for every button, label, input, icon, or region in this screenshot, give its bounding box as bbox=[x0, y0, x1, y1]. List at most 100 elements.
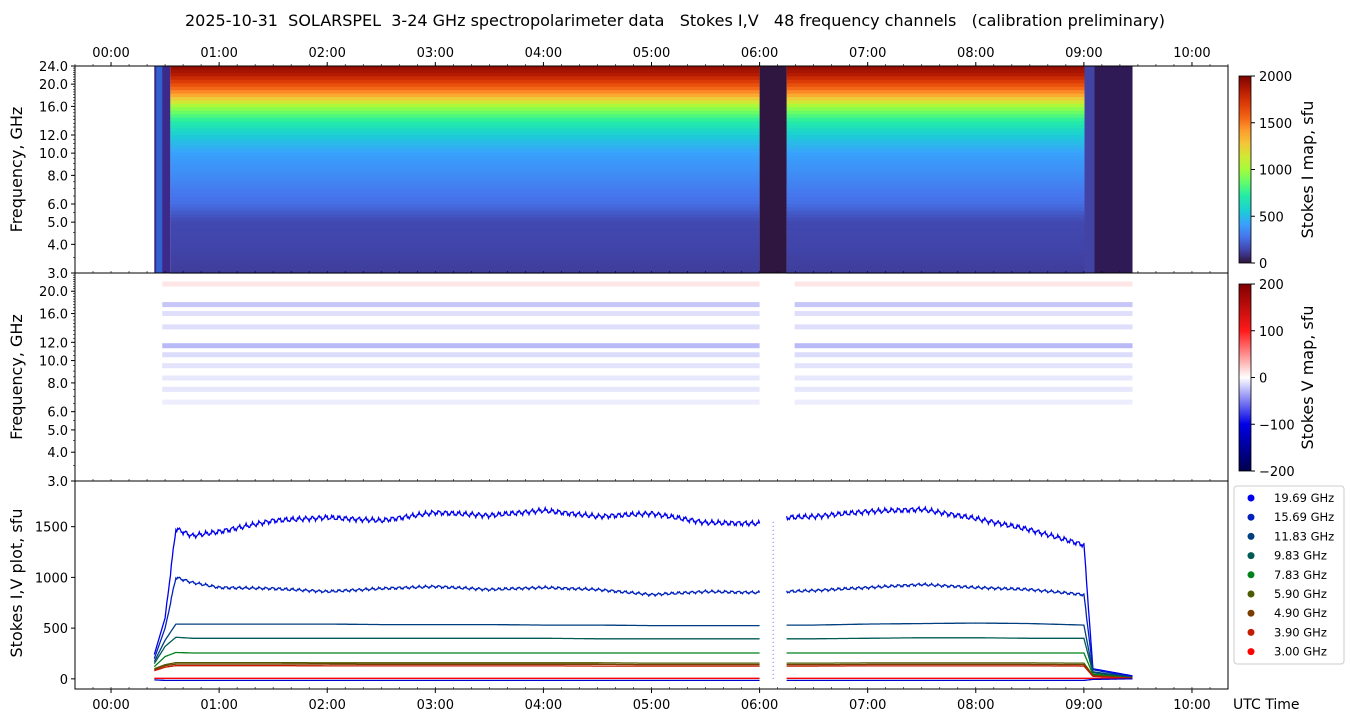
stokes-v-cbtick-label: −100 bbox=[1259, 418, 1295, 433]
top-xtick-label: 04:00 bbox=[525, 46, 562, 61]
stokes-i-band bbox=[170, 269, 760, 274]
stokes-i-band bbox=[786, 72, 1085, 77]
stokes-v-colorbar bbox=[1238, 283, 1252, 472]
stokes-i-band bbox=[786, 200, 1085, 205]
bottom-xtick-label: 08:00 bbox=[957, 698, 994, 713]
stokes-i-band bbox=[786, 76, 1085, 81]
stokes-v-band bbox=[162, 352, 760, 358]
stokes-i-panel: 3.0 4.0 5.0 6.0 8.0 10.0 12.0 16.0 20.0 24.0 00:00… bbox=[7, 46, 1229, 282]
stokes-v-band bbox=[162, 324, 760, 330]
series-line bbox=[153, 505, 1133, 677]
stokes-i-band bbox=[786, 235, 1085, 240]
stokes-i-band bbox=[786, 135, 1085, 140]
stokes-i-band bbox=[786, 152, 1085, 157]
stokes-i-band bbox=[786, 97, 1085, 102]
stokes-v-ytick-label: 4.0 bbox=[47, 446, 68, 461]
stokes-i-band bbox=[170, 252, 760, 257]
stokes-i-cbtick-label: 500 bbox=[1259, 210, 1284, 225]
stokes-i-band bbox=[170, 259, 760, 264]
stokes-v-band bbox=[162, 281, 760, 287]
stokes-i-band bbox=[786, 221, 1085, 226]
series-line bbox=[153, 622, 1133, 678]
stokes-i-band bbox=[786, 131, 1085, 136]
stokes-i-band bbox=[786, 231, 1085, 236]
stokes-i-colorbar bbox=[1238, 75, 1252, 264]
bottom-xtick-label: 06:00 bbox=[741, 698, 778, 713]
stokes-i-band bbox=[170, 90, 760, 95]
stokes-v-ytick-label: 3.0 bbox=[47, 475, 68, 490]
stokes-i-cblabel: Stokes I map, sfu bbox=[1298, 101, 1317, 239]
stokes-v-cbtick-label: 100 bbox=[1259, 325, 1284, 340]
stokes-i-band bbox=[786, 176, 1085, 181]
stokes-i-band bbox=[170, 207, 760, 212]
stokes-v-band bbox=[162, 386, 760, 392]
stokes-i-band bbox=[786, 141, 1085, 146]
stokes-v-band bbox=[162, 375, 760, 381]
stokes-v-band bbox=[794, 281, 1133, 287]
stokes-i-ytick-label: 24.0 bbox=[39, 60, 68, 75]
stokes-i-band bbox=[170, 228, 760, 233]
stokes-v-band bbox=[162, 343, 760, 349]
stokes-i-band bbox=[786, 166, 1085, 171]
stokes-i-band bbox=[170, 66, 760, 71]
stokes-i-band bbox=[170, 138, 760, 143]
stokes-i-ytick-label: 20.0 bbox=[39, 78, 68, 93]
stokes-i-band bbox=[786, 204, 1085, 209]
stokes-v-band bbox=[794, 311, 1133, 317]
stokes-i-band bbox=[170, 114, 760, 119]
stokes-i-band bbox=[170, 152, 760, 157]
series-line bbox=[154, 663, 1133, 679]
stokes-i-band bbox=[170, 79, 760, 84]
stokes-v-band bbox=[794, 343, 1133, 349]
stokes-i-band bbox=[786, 252, 1085, 257]
stokes-i-band bbox=[170, 241, 760, 246]
plot-ylabel: Stokes I,V plot, sfu bbox=[7, 509, 26, 658]
stokes-i-band bbox=[786, 210, 1085, 215]
stokes-i-band bbox=[170, 255, 760, 260]
stokes-v-ytick-label: 12.0 bbox=[39, 336, 68, 351]
stokes-i-band bbox=[170, 128, 760, 133]
stokes-i-band bbox=[170, 131, 760, 136]
stokes-i-band bbox=[786, 238, 1085, 243]
stokes-i-band bbox=[170, 176, 760, 181]
stokes-i-band bbox=[170, 217, 760, 222]
stokes-i-cbtick-label: 0 bbox=[1259, 257, 1267, 272]
stokes-i-band bbox=[170, 231, 760, 236]
stokes-i-cbtick-label: 2000 bbox=[1259, 70, 1292, 85]
stokes-i-band bbox=[170, 200, 760, 205]
stokes-i-band bbox=[786, 110, 1085, 115]
stokes-i-band bbox=[170, 155, 760, 160]
stokes-i-decay-edge bbox=[1084, 66, 1095, 273]
top-xtick-label: 02:00 bbox=[308, 46, 345, 61]
stokes-v-panel: 3.0 4.0 5.0 6.0 8.0 10.0 12.0 16.0 20.0 Frequency… bbox=[7, 272, 1229, 490]
stokes-i-band bbox=[170, 214, 760, 219]
stokes-i-band bbox=[786, 193, 1085, 198]
legend-marker bbox=[1247, 628, 1255, 636]
stokes-i-band bbox=[170, 245, 760, 250]
series-line bbox=[153, 636, 1133, 679]
bottom-xtick-label: 00:00 bbox=[92, 698, 129, 713]
stokes-i-band bbox=[170, 169, 760, 174]
stokes-i-band bbox=[170, 97, 760, 102]
top-xtick-label: 09:00 bbox=[1065, 46, 1102, 61]
stokes-v-line bbox=[154, 678, 1133, 682]
stokes-i-band bbox=[170, 110, 760, 115]
bottom-xtick-label: 03:00 bbox=[417, 698, 454, 713]
stokes-i-band bbox=[786, 69, 1085, 74]
stokes-i-band bbox=[786, 186, 1085, 191]
stokes-i-band bbox=[170, 83, 760, 88]
stokes-i-band bbox=[170, 124, 760, 129]
stokes-i-band bbox=[786, 190, 1085, 195]
stokes-i-band bbox=[786, 83, 1085, 88]
legend-marker bbox=[1247, 494, 1255, 502]
legend-marker bbox=[1247, 532, 1255, 540]
bottom-xtick-label: 10:00 bbox=[1173, 698, 1210, 713]
bottom-xtick-label: 04:00 bbox=[525, 698, 562, 713]
top-xtick-label: 08:00 bbox=[957, 46, 994, 61]
stokes-i-band bbox=[170, 166, 760, 171]
legend-marker bbox=[1247, 648, 1255, 656]
stokes-i-band bbox=[170, 235, 760, 240]
stokes-v-band bbox=[162, 363, 760, 369]
stokes-i-band bbox=[786, 259, 1085, 264]
